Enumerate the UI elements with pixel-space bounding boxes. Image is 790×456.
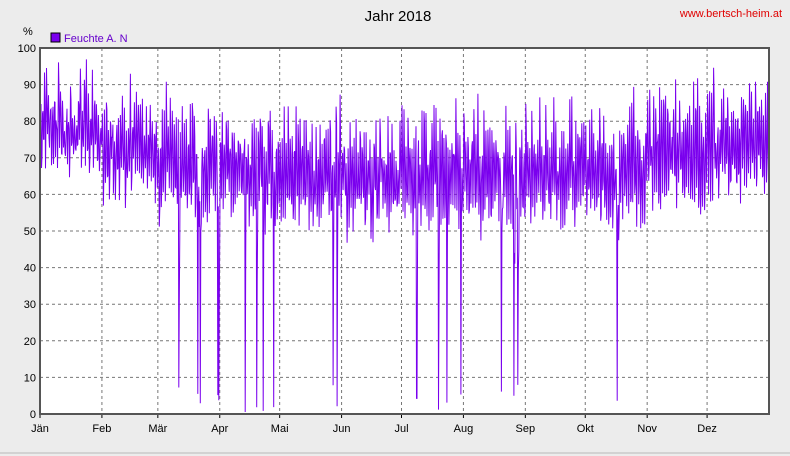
x-tick-label: Jun <box>333 423 351 435</box>
x-tick-label: Nov <box>637 423 657 435</box>
legend: Feuchte A. N <box>50 32 128 45</box>
x-tick-label: Aug <box>454 423 474 435</box>
x-tick-label: Dez <box>697 423 717 435</box>
x-tick-label: Okt <box>577 423 594 435</box>
chart-title: Jahr 2018 <box>365 8 432 25</box>
y-tick-label: 60 <box>24 189 36 201</box>
y-tick-label: 100 <box>18 43 36 55</box>
y-tick-label: 40 <box>24 263 36 275</box>
x-tick-label: Jul <box>394 423 408 435</box>
series-line-feuchte <box>39 59 769 413</box>
x-tick-label: Mär <box>148 423 167 435</box>
y-tick-label: 30 <box>24 299 36 311</box>
x-tick-label: Jän <box>31 423 49 435</box>
y-tick-label: 50 <box>24 226 36 238</box>
y-axis-ticks: 0 10 20 30 40 50 60 70 80 90 100 <box>18 43 36 421</box>
y-tick-label: 80 <box>24 116 36 128</box>
x-tick-label: Sep <box>516 423 536 435</box>
x-tick-label: Apr <box>211 423 228 435</box>
y-tick-label: 0 <box>30 409 36 421</box>
y-axis-unit: % <box>23 26 33 38</box>
plot-border <box>39 47 770 415</box>
y-tick-label: 10 <box>24 372 36 384</box>
y-tick-label: 90 <box>24 80 36 92</box>
y-tick-label: 70 <box>24 153 36 165</box>
legend-swatch <box>50 32 61 43</box>
x-tick-label: Mai <box>271 423 289 435</box>
x-tick-label: Feb <box>92 423 111 435</box>
y-tick-label: 20 <box>24 336 36 348</box>
legend-label: Feuchte A. N <box>64 33 128 45</box>
website-link[interactable]: www.bertsch-heim.at <box>679 8 782 20</box>
x-axis-ticks: Jän Feb Mär Apr Mai Jun Jul Aug Sep Okt Nov Dez <box>31 414 717 435</box>
